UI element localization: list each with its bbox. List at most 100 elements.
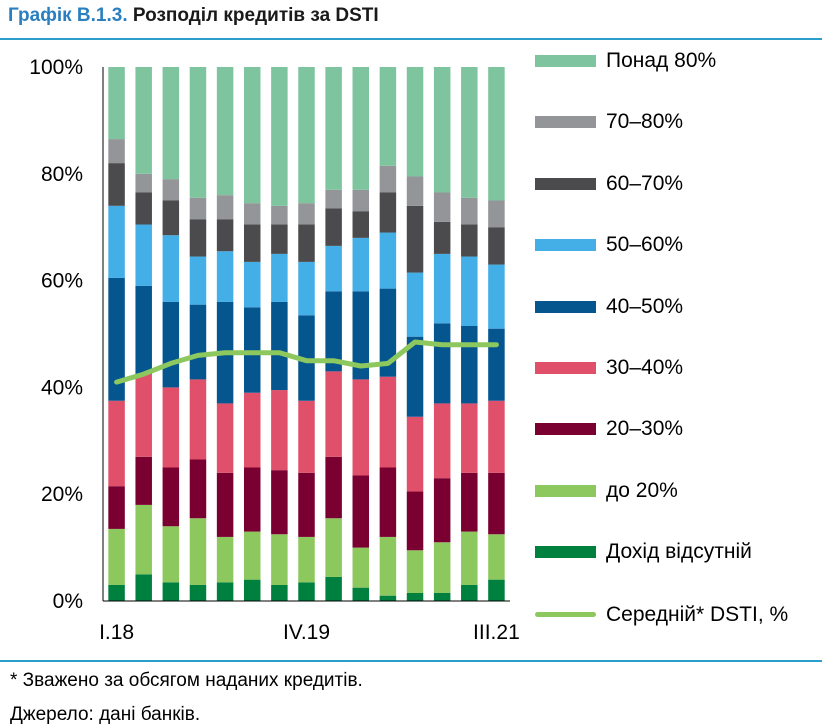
bar-segment-IV.18-7 <box>189 197 207 220</box>
bar-segment-III.20-8 <box>379 67 397 166</box>
bar-segment-IV.20-8 <box>406 67 424 177</box>
y-tick-label: 20% <box>41 483 83 506</box>
bar-segment-III.18-6 <box>162 200 180 236</box>
bar-segment-II.18-2 <box>135 456 152 505</box>
bar-segment-III.19-5 <box>271 253 288 302</box>
bar-segment-III.19-3 <box>271 390 288 471</box>
bar-segment-II.18-4 <box>135 285 152 375</box>
bar-segment-III.19-6 <box>271 224 288 254</box>
bar-segment-I.20-6 <box>325 208 342 246</box>
chart-title: Графік В.1.3. Розподіл кредитів за DSTI <box>8 5 379 27</box>
bar-segment-III.18-2 <box>162 467 180 527</box>
bar-segment-I.19-3 <box>216 403 234 473</box>
bar-segment-I.20-3 <box>325 371 342 457</box>
bar-segment-II.20-7 <box>352 189 370 212</box>
bar-segment-II.19-7 <box>243 203 261 225</box>
bar-segment-II.21-7 <box>461 197 478 225</box>
legend-swatch <box>535 116 596 129</box>
bar-segment-II.21-2 <box>461 472 478 532</box>
bar-segment-IV.20-6 <box>406 205 424 273</box>
bar-segment-II.19-2 <box>243 467 261 532</box>
bar-segment-I.18-5 <box>108 205 125 278</box>
bar-segment-IV.20-1 <box>406 550 424 593</box>
bar-segment-II.20-0 <box>352 587 370 601</box>
bar-segment-III.20-4 <box>379 288 397 377</box>
bar-segment-IV.20-4 <box>406 336 424 417</box>
bar-segment-II.20-1 <box>352 547 370 588</box>
x-tick-label: I.18 <box>99 621 134 644</box>
bar-segment-I.18-2 <box>108 486 125 529</box>
bar-segment-II.21-3 <box>461 403 478 473</box>
x-tick-label: IV.19 <box>283 621 330 644</box>
bar-segment-I.21-5 <box>433 253 451 324</box>
title-divider <box>0 38 822 40</box>
bar-segment-IV.19-1 <box>298 536 315 583</box>
bar-segment-IV.19-5 <box>298 261 315 316</box>
legend-swatch <box>535 300 596 313</box>
bar-segment-IV.19-4 <box>298 315 315 401</box>
legend-swatch <box>535 239 596 252</box>
legend-swatch <box>535 177 596 190</box>
bar-segment-I.19-8 <box>216 67 234 196</box>
bar-segment-II.19-4 <box>243 307 261 393</box>
bar-segment-II.19-8 <box>243 67 261 204</box>
bar-segment-I.21-0 <box>433 592 451 601</box>
bar-segment-I.20-8 <box>325 67 342 190</box>
bar-segment-III.20-1 <box>379 536 397 596</box>
bar-segment-II.19-1 <box>243 531 261 580</box>
legend-label: Понад 80% <box>606 49 717 72</box>
bar-segment-III.19-7 <box>271 205 288 225</box>
bar-segment-II.20-8 <box>352 67 370 190</box>
y-tick-label: 40% <box>41 376 83 399</box>
bar-segment-I.18-8 <box>108 67 125 140</box>
legend-label: до 20% <box>606 478 678 502</box>
bar-segment-III.18-5 <box>162 235 180 302</box>
bar-segment-IV.20-7 <box>406 176 424 206</box>
x-tick-label: III.21 <box>473 621 520 644</box>
bar-segment-IV.19-7 <box>298 203 315 225</box>
bar-segment-II.18-1 <box>135 504 152 575</box>
bar-segment-IV.18-4 <box>189 304 207 380</box>
bar-segment-I.18-7 <box>108 139 125 164</box>
bar-segment-III.19-0 <box>271 584 288 601</box>
legend-label: 20–30% <box>606 417 684 441</box>
legend-label: 70–80% <box>606 110 684 134</box>
bar-segment-I.21-1 <box>433 542 451 593</box>
bar-segment-IV.18-8 <box>189 67 207 198</box>
bar-segment-II.19-0 <box>243 579 261 601</box>
chart-title-number: Графік В.1.3. <box>8 5 128 26</box>
legend-swatch <box>535 362 596 374</box>
bar-segment-IV.19-3 <box>298 400 315 473</box>
bar-segment-I.21-7 <box>433 192 451 222</box>
bar-segment-II.20-4 <box>352 291 370 380</box>
bar-segment-II.20-6 <box>352 211 370 238</box>
legend-label: 40–50% <box>606 294 684 318</box>
bar-segment-III.18-3 <box>162 387 180 468</box>
legend-swatch <box>535 611 596 617</box>
bar-segment-II.20-2 <box>352 475 370 548</box>
bar-segment-II.21-8 <box>461 67 478 198</box>
source-note: Джерело: дані банків. <box>10 704 201 725</box>
bar-segment-III.21-5 <box>488 264 505 329</box>
bar-segment-III.19-4 <box>271 301 288 391</box>
y-tick-label: 80% <box>41 163 83 186</box>
legend-label: 60–70% <box>606 171 684 195</box>
bar-segment-III.21-1 <box>488 534 505 580</box>
legend-label: 30–40% <box>606 356 684 379</box>
bar-segment-I.21-6 <box>433 221 451 254</box>
footnote: * Зважено за обсягом наданих кредитів. <box>10 670 363 691</box>
bar-segment-III.21-3 <box>488 400 505 473</box>
bar-segment-II.18-5 <box>135 224 152 286</box>
legend-swatch <box>535 55 596 67</box>
bar-segment-III.19-1 <box>271 534 288 585</box>
bar-segment-I.18-6 <box>108 163 125 206</box>
bar-segment-IV.18-0 <box>189 584 207 601</box>
bar-segment-II.18-8 <box>135 67 152 174</box>
bar-segment-II.21-4 <box>461 325 478 404</box>
bar-segment-III.18-7 <box>162 179 180 201</box>
bar-segment-I.21-2 <box>433 478 451 543</box>
bar-segment-III.19-8 <box>271 67 288 206</box>
bar-segment-II.18-6 <box>135 192 152 225</box>
bar-segment-I.20-2 <box>325 456 342 519</box>
legend-label: 50–60% <box>606 233 684 257</box>
